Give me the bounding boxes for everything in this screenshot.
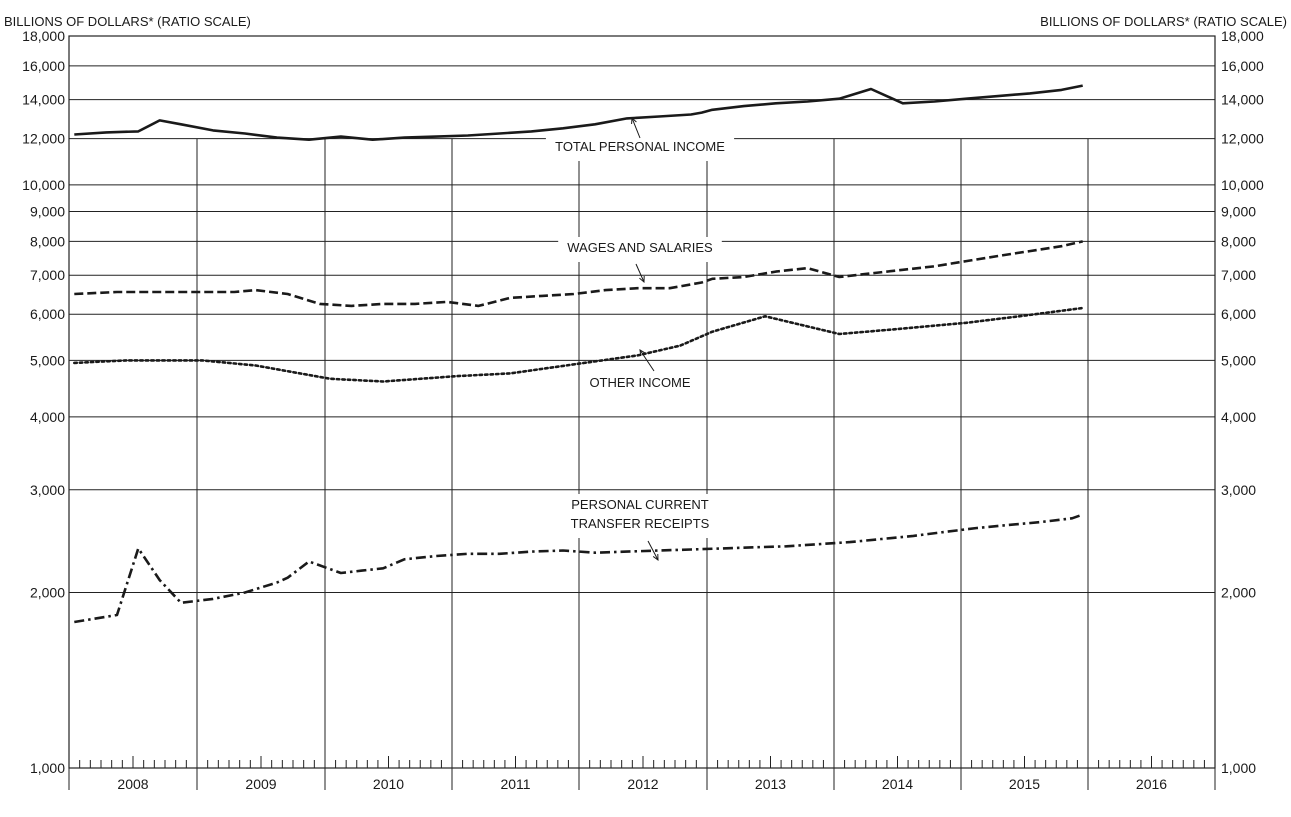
y-tick-label-left: 4,000 [30, 409, 65, 425]
y-tick-label-left: 16,000 [22, 58, 65, 74]
annotation-background [582, 372, 698, 397]
plot-frame [68, 35, 1216, 769]
annotation-leader [639, 349, 655, 372]
x-tick-label: 2014 [882, 776, 913, 792]
y-tick-label-left: 6,000 [30, 306, 65, 322]
y-axis-right: 1,000 2,000 3,000 4,000 5,000 6,000 7,000 8,000… [1221, 28, 1264, 776]
annotations: TOTAL PERSONAL INCOME WAGES AND SALARIES O… [545, 116, 735, 562]
y-tick-label-left: 8,000 [30, 233, 65, 249]
y-tick-label-right: 2,000 [1221, 584, 1256, 600]
y-tick-label-left: 7,000 [30, 267, 65, 283]
y-axis-left: 1,000 2,000 3,000 4,000 5,000 6,000 7,000 8,000… [22, 28, 65, 776]
y-tick-label-right: 4,000 [1221, 409, 1256, 425]
y-tick-label-right: 5,000 [1221, 352, 1256, 368]
y-tick-label-right: 8,000 [1221, 233, 1256, 249]
x-tick-label: 2011 [500, 776, 530, 792]
x-tick-label: 2010 [373, 776, 404, 792]
x-tick-label: 2009 [245, 776, 276, 792]
y-tick-label-left: 18,000 [22, 28, 65, 44]
y-tick-label-left: 14,000 [22, 92, 65, 108]
y-tick-label-right: 18,000 [1221, 28, 1264, 44]
y-tick-label-left: 12,000 [22, 131, 65, 147]
y-tick-label-left: 10,000 [22, 177, 65, 193]
annotation-label: PERSONAL CURRENT [571, 497, 709, 512]
annotation-leader [631, 117, 641, 139]
annotation-arrow [639, 349, 646, 357]
y-tick-label-right: 10,000 [1221, 177, 1264, 193]
annotation-label: WAGES AND SALARIES [567, 240, 713, 255]
y-tick-label-right: 16,000 [1221, 58, 1264, 74]
series-line [73, 306, 1084, 383]
annotation-arrow [631, 116, 637, 125]
gridlines [68, 35, 1216, 790]
y-tick-label-right: 12,000 [1221, 131, 1264, 147]
annotation-leader [635, 263, 645, 283]
annotation-background [545, 136, 735, 161]
x-tick-label: 2012 [627, 776, 658, 792]
annotation-label: OTHER INCOME [589, 375, 690, 390]
y-tick-label-right: 6,000 [1221, 306, 1256, 322]
annotation-leader [647, 540, 659, 561]
y-tick-label-right: 1,000 [1221, 760, 1256, 776]
left-axis-title: BILLIONS OF DOLLARS* (RATIO SCALE) [4, 14, 251, 29]
right-axis-title: BILLIONS OF DOLLARS* (RATIO SCALE) [1040, 14, 1287, 29]
y-tick-label-left: 3,000 [30, 482, 65, 498]
annotation-arrow [639, 275, 645, 284]
y-tick-label-right: 7,000 [1221, 267, 1256, 283]
series-line [74, 513, 1084, 624]
y-tick-label-right: 3,000 [1221, 482, 1256, 498]
series-lines [73, 84, 1084, 624]
y-tick-label-right: 14,000 [1221, 92, 1264, 108]
annotation-label: TRANSFER RECEIPTS [571, 516, 710, 531]
series-line [74, 84, 1083, 141]
annotation-arrow [652, 553, 659, 562]
y-tick-label-right: 9,000 [1221, 204, 1256, 220]
y-tick-label-left: 2,000 [30, 584, 65, 600]
x-tick-label: 2015 [1009, 776, 1040, 792]
annotation-background [558, 237, 722, 262]
series-line [74, 240, 1083, 308]
x-tick-label: 2013 [755, 776, 786, 792]
x-tick-label: 2016 [1136, 776, 1167, 792]
y-tick-label-left: 1,000 [30, 760, 65, 776]
y-tick-label-left: 9,000 [30, 204, 65, 220]
annotation-label: TOTAL PERSONAL INCOME [555, 139, 725, 154]
y-tick-label-left: 5,000 [30, 352, 65, 368]
x-axis: 2008 2009 2010 2011 2012 2013 2014 2015 2016 [79, 756, 1205, 792]
x-tick-label: 2008 [117, 776, 148, 792]
annotation-background [562, 494, 718, 538]
